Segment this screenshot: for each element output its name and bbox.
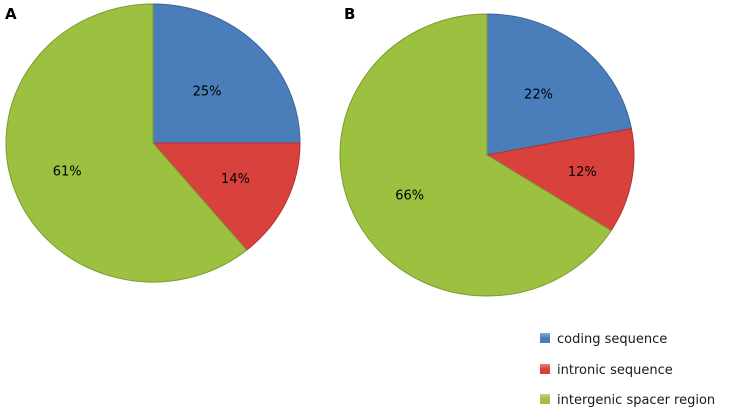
- legend-label-intergenic: intergenic spacer region: [557, 393, 715, 408]
- pie-a-slices: [5, 3, 301, 283]
- pie-a-slice-intronic: [152, 142, 301, 251]
- pie-b-slice-intronic: [486, 128, 635, 232]
- pie-a-data-labels: 25% 14% 61%: [53, 84, 250, 187]
- pie-b-slice-intergenic: [339, 13, 612, 297]
- pie-a-label-coding: 25%: [193, 84, 222, 99]
- legend-item-intronic: intronic sequence: [540, 363, 673, 378]
- legend-item-intergenic: intergenic spacer region: [540, 393, 715, 408]
- pie-b-data-labels: 22% 12% 66%: [395, 88, 597, 204]
- pie-b-slice-coding: [486, 13, 632, 156]
- legend-item-coding: coding sequence: [540, 332, 667, 347]
- legend-label-coding: coding sequence: [557, 332, 667, 347]
- pie-chart-b: B 22% 12% 66%: [339, 5, 635, 297]
- pie-b-label-intronic: 12%: [568, 165, 597, 180]
- pie-a-label-intronic: 14%: [221, 172, 250, 187]
- panel-label-a: A: [5, 5, 17, 23]
- pie-b-slices: [339, 13, 635, 297]
- pie-a-slice-coding: [152, 3, 301, 144]
- pie-b-label-intergenic: 66%: [395, 188, 424, 203]
- pie-b-label-coding: 22%: [524, 88, 553, 103]
- panel-label-b: B: [344, 5, 355, 23]
- legend-label-intronic: intronic sequence: [557, 363, 673, 378]
- pie-a-slice-intergenic: [5, 3, 248, 283]
- pie-a-label-intergenic: 61%: [53, 165, 82, 180]
- pie-chart-a: A 25% 14% 61%: [5, 3, 301, 283]
- legend: coding sequence intronic sequence interg…: [540, 332, 715, 408]
